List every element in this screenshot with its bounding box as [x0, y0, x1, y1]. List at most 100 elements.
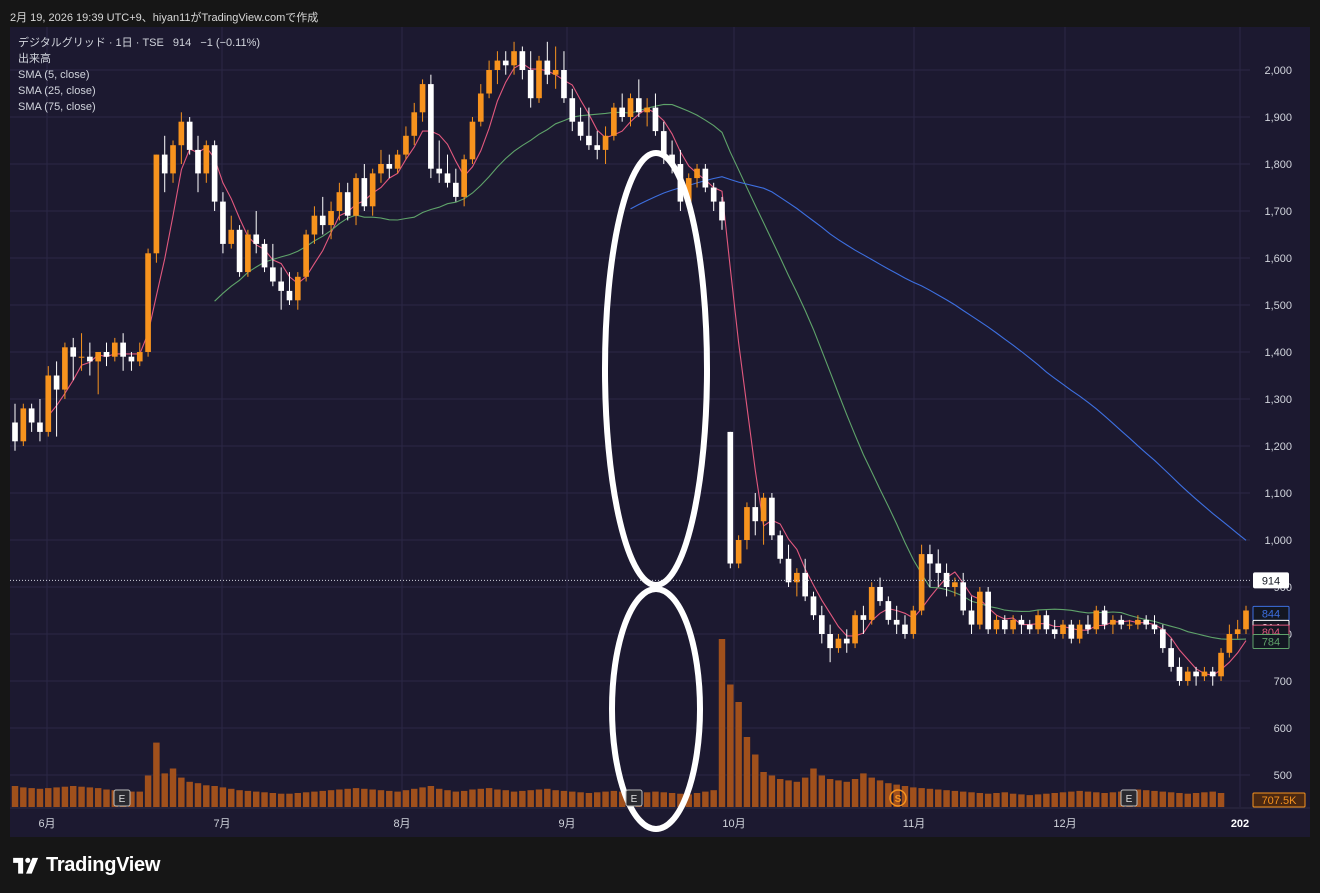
candle	[877, 587, 883, 602]
volume-bar	[394, 791, 401, 807]
volume-bar	[427, 786, 435, 807]
candle	[378, 164, 384, 174]
candle	[744, 507, 750, 540]
volume-bar	[1217, 793, 1225, 807]
candle	[186, 121, 193, 150]
volume-bar	[1101, 793, 1108, 807]
volume-bar	[228, 788, 235, 807]
volume-bar	[727, 684, 734, 807]
candle	[136, 352, 143, 362]
candle	[428, 84, 434, 169]
candle	[586, 135, 592, 146]
volume-bar	[1209, 791, 1216, 807]
candle	[1093, 610, 1100, 630]
candle	[635, 98, 642, 113]
candle	[952, 582, 958, 587]
tradingview-brand[interactable]: TradingView	[10, 853, 160, 877]
candle	[469, 121, 476, 160]
candle	[527, 70, 534, 99]
time-axis-label: 9月	[558, 818, 575, 830]
candle	[278, 281, 284, 291]
candle	[419, 84, 426, 113]
candle	[985, 591, 991, 630]
sma75-line	[630, 176, 1247, 541]
candle	[810, 596, 817, 616]
volume-bar	[818, 775, 826, 807]
candle	[835, 638, 842, 649]
candle	[220, 201, 226, 244]
price-axis-label: 1,200	[1264, 441, 1292, 453]
candle	[511, 51, 517, 66]
volume-bar	[336, 789, 343, 807]
price-axis-label: 1,800	[1264, 159, 1292, 171]
volume-bar	[1142, 790, 1150, 807]
volume-bar	[45, 788, 52, 807]
candle	[1218, 652, 1224, 677]
candle	[153, 154, 160, 254]
candle	[1051, 629, 1058, 634]
price-axis-label: 1,600	[1264, 253, 1292, 265]
candle	[594, 145, 601, 150]
volume-bar	[252, 791, 260, 807]
candle	[710, 187, 717, 202]
volume-bar	[685, 794, 692, 807]
volume-bar	[344, 788, 351, 807]
event-marker	[625, 789, 643, 807]
volume-bar	[652, 791, 659, 807]
legend-sma75[interactable]: SMA (75, close)	[18, 101, 96, 113]
price-axis-label: 500	[1274, 770, 1292, 782]
candle	[111, 342, 118, 357]
event-marker-label: E	[1126, 794, 1133, 805]
volume-bar	[668, 793, 676, 807]
candle	[270, 267, 276, 282]
candle	[70, 347, 77, 357]
volume-bar	[1084, 791, 1092, 807]
candle	[1159, 629, 1166, 649]
candle	[87, 356, 93, 362]
volume-bar	[527, 790, 534, 807]
volume-bar	[885, 783, 892, 807]
volume-bar	[1026, 795, 1033, 807]
candle	[328, 211, 334, 226]
candle	[694, 168, 700, 179]
candle	[1193, 671, 1199, 677]
symbol-title: デジタルグリッド · 1日 · TSE	[18, 37, 164, 49]
volume-bar	[86, 787, 94, 807]
volume-bar	[219, 787, 227, 807]
chart-panel[interactable]: 2,000 1,900 1,800 1,700 1,600 1,500 1,400 1,300…	[10, 27, 1310, 837]
volume-bar	[1159, 791, 1167, 807]
legend-sma25[interactable]: SMA (25, close)	[18, 85, 96, 97]
volume-bar	[810, 768, 817, 807]
volume-bar	[718, 639, 726, 807]
candle	[802, 572, 808, 597]
candle	[303, 234, 309, 277]
candle	[852, 615, 858, 644]
price-axis-label: 1,900	[1264, 112, 1292, 124]
volume-bar	[752, 754, 759, 807]
price-axis-label: 1,500	[1264, 300, 1292, 312]
candle	[1076, 624, 1083, 639]
volume-bar	[435, 788, 443, 807]
candle	[1043, 615, 1050, 630]
legend-volume[interactable]: 出来高	[18, 53, 51, 65]
volume-bar	[710, 790, 717, 807]
volume-bar	[161, 773, 168, 807]
volume-bar	[1043, 793, 1050, 807]
candle	[893, 619, 900, 625]
candle	[245, 234, 251, 273]
volume-bar	[926, 788, 934, 807]
legend-symbol-row[interactable]: デジタルグリッド · 1日 · TSE 914 −1 (−0.11%)	[18, 35, 260, 51]
volume-bar	[53, 787, 60, 807]
candle	[1018, 619, 1025, 625]
candle	[968, 610, 975, 625]
volume-bar	[485, 788, 493, 807]
candle	[785, 558, 792, 583]
candle	[37, 422, 43, 432]
price-chart[interactable]: 2,000 1,900 1,800 1,700 1,600 1,500 1,400 1,300…	[10, 27, 1310, 837]
legend-sma5[interactable]: SMA (5, close)	[18, 69, 90, 81]
candle	[128, 356, 135, 362]
candle	[760, 497, 767, 522]
candle	[236, 229, 243, 273]
volume-bar	[768, 775, 776, 807]
volume-bar	[793, 781, 801, 807]
